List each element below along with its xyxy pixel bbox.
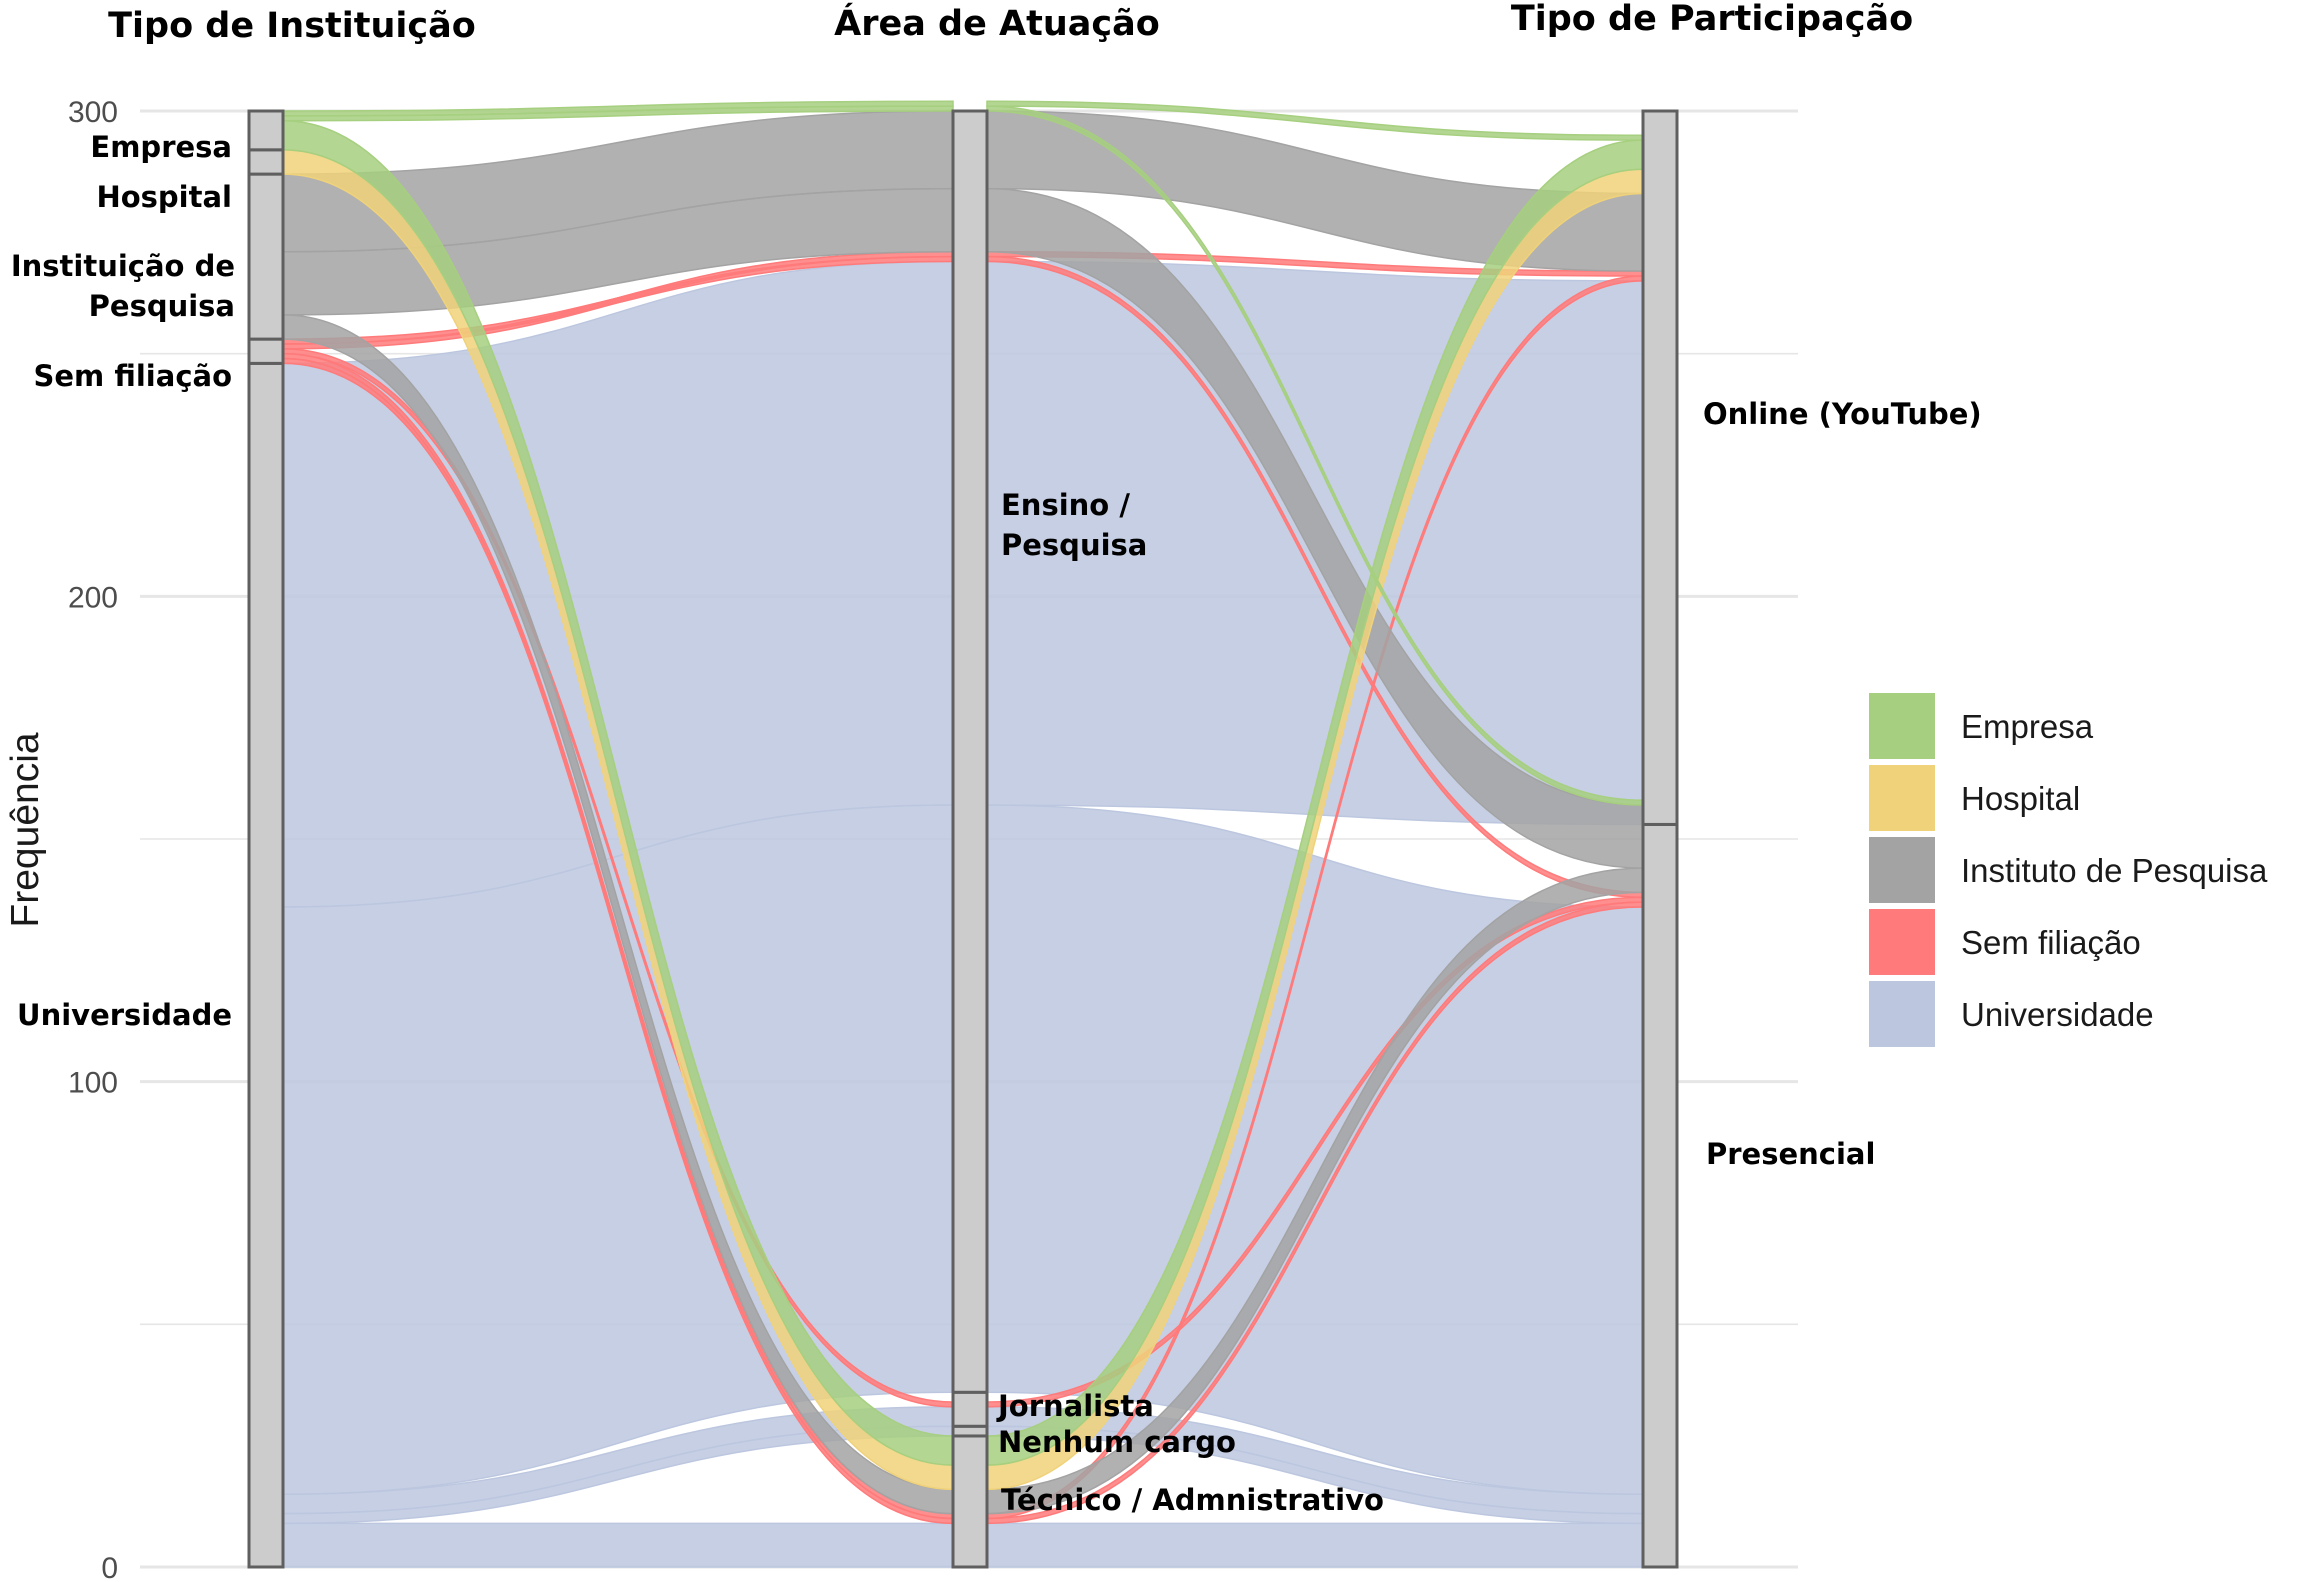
stratum-boxes: [247, 109, 1679, 1569]
legend-label: Empresa: [1961, 708, 2094, 745]
legend-label: Hospital: [1961, 780, 2080, 817]
stratum-box-sem_filiacao: [247, 337, 285, 365]
stratum-box-ensino: [951, 109, 989, 1394]
stratum-label-ensino: Ensino / Pesquisa: [1001, 488, 1147, 562]
stratum-label-hospital: Hospital: [96, 180, 232, 214]
y-axis-title: Frequência: [4, 732, 47, 927]
stratum-label-sem_filiacao: Sem filiação: [34, 359, 233, 393]
y-axis: 0 100 200 300: [68, 96, 118, 1582]
stratum-box-online: [1641, 109, 1679, 826]
y-tick-label: 100: [68, 1067, 118, 1100]
legend-swatch: [1869, 909, 1935, 975]
stratum-box-instituto: [247, 172, 285, 341]
legend-swatch: [1869, 837, 1935, 903]
legend-swatch: [1869, 765, 1935, 831]
legend-label: Sem filiação: [1961, 924, 2141, 961]
stratum-label-empresa: Empresa: [90, 130, 232, 164]
axis-title: Tipo de Participação: [1511, 0, 1913, 39]
legend-swatch: [1869, 693, 1935, 759]
stratum-box-presencial: [1641, 822, 1679, 1569]
y-tick-label: 200: [68, 581, 118, 614]
y-tick-label: 300: [68, 96, 118, 129]
flow-ribbon-universidade: [986, 1522, 1644, 1568]
flow-ribbon-universidade: [282, 1522, 954, 1568]
stratum-box-tecnico: [951, 1434, 989, 1569]
stratum-label-universidade: Universidade: [17, 998, 232, 1032]
axis-title: Área de Atuação: [834, 2, 1160, 44]
stratum-label-presencial: Presencial: [1706, 1137, 1875, 1171]
axis-title: Tipo de Instituição: [108, 6, 476, 46]
stratum-label-instituto: Instituição de Pesquisa: [11, 249, 235, 323]
flow-ribbons: [282, 100, 1644, 1568]
stratum-label-nenhum: Nenhum cargo: [998, 1425, 1236, 1459]
legend-swatch: [1869, 981, 1935, 1047]
stratum-box-empresa: [247, 109, 285, 152]
stratum-box-hospital: [247, 148, 285, 176]
stratum-label-tecnico: Técnico / Admnistrativo: [1001, 1483, 1384, 1517]
stratum-label-online: Online (YouTube): [1703, 397, 1982, 431]
flow-ribbon-empresa: [282, 100, 954, 117]
stratum-label-jornalista: Jornalista: [996, 1389, 1154, 1423]
legend-label: Universidade: [1961, 996, 2154, 1033]
legend-label: Instituto de Pesquisa: [1961, 852, 2268, 889]
stratum-labels: Universidade Sem filiação Instituição de Pe…: [11, 130, 1982, 1517]
legend: Empresa Hospital Instituto de Pesquisa Sem …: [1869, 693, 2268, 1047]
y-tick-label: 0: [101, 1552, 118, 1582]
axis-titles: Tipo de Instituição Área de Atuação Tipo d…: [108, 0, 1913, 46]
stratum-box-jornalista: [951, 1390, 989, 1428]
stratum-box-universidade: [247, 361, 285, 1569]
